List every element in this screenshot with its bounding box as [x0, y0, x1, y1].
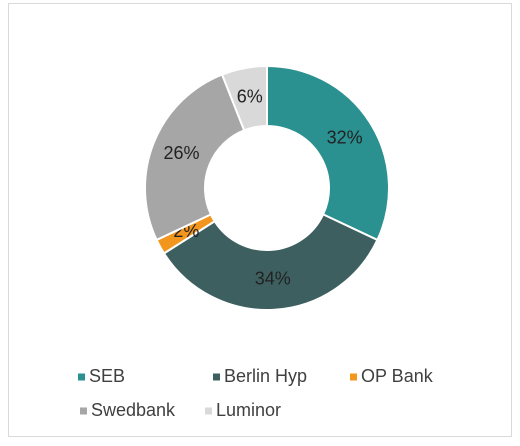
- legend-marker: [78, 373, 85, 381]
- legend-label: SEB: [89, 366, 125, 386]
- legend-label: OP Bank: [361, 366, 434, 386]
- legend-marker: [213, 373, 220, 381]
- slice: [144, 73, 246, 242]
- data-label: 32%: [327, 127, 363, 147]
- data-label: 34%: [255, 269, 291, 289]
- legend-label: Swedbank: [91, 400, 176, 420]
- legend-marker: [205, 407, 212, 415]
- data-label: 26%: [163, 143, 199, 163]
- slice: [266, 64, 390, 242]
- slice: [162, 213, 379, 311]
- legend-marker: [350, 373, 357, 381]
- legend-label: Berlin Hyp: [224, 366, 307, 386]
- legend-label: Luminor: [216, 400, 281, 420]
- slice: [220, 64, 268, 132]
- legend-marker: [80, 407, 87, 415]
- data-label: 6%: [237, 86, 263, 106]
